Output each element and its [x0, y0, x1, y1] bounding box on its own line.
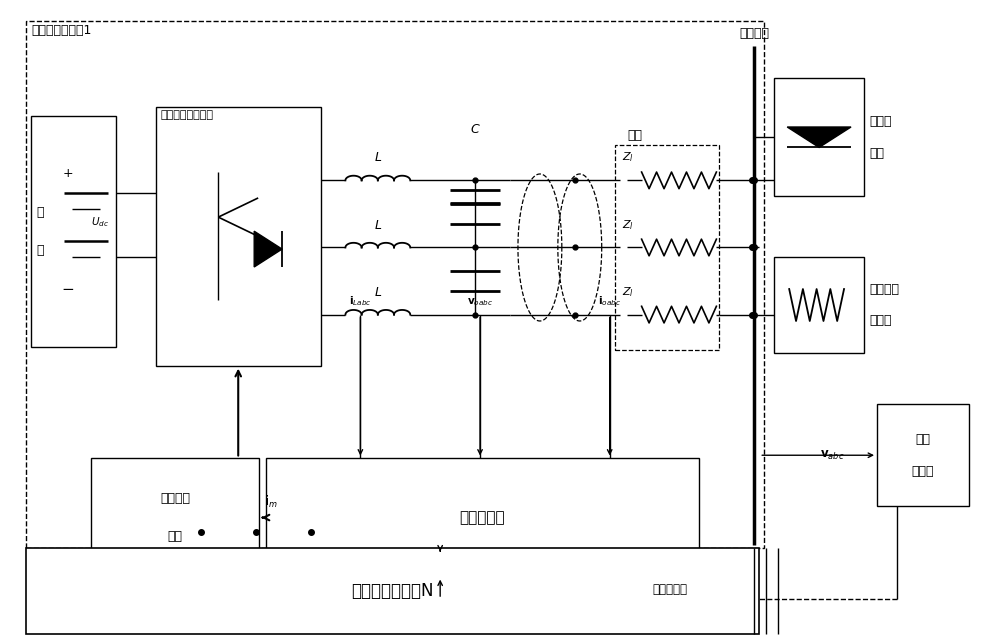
Text: 电路: 电路	[167, 530, 182, 543]
Text: 微: 微	[36, 206, 44, 219]
Polygon shape	[254, 231, 282, 267]
Bar	[26, 21, 764, 548]
Text: $\mathbf{i}_m$: $\mathbf{i}_m$	[264, 494, 277, 510]
Text: 负载: 负载	[869, 147, 884, 160]
Text: 分布式发电单元1: 分布式发电单元1	[31, 24, 92, 37]
Text: 分布式发电单元N: 分布式发电单元N	[352, 582, 434, 600]
Text: $L$: $L$	[374, 152, 382, 164]
Bar	[615, 145, 719, 350]
Text: 馈线: 馈线	[627, 129, 642, 142]
Text: $Z_l$: $Z_l$	[622, 151, 634, 164]
Bar	[877, 404, 969, 507]
Bar	[31, 116, 116, 347]
Bar	[156, 107, 320, 366]
Text: $\mathbf{v}_{oabc}$: $\mathbf{v}_{oabc}$	[467, 297, 493, 308]
Text: $\mathbf{v}_{abc}$: $\mathbf{v}_{abc}$	[820, 449, 844, 462]
Text: $L$: $L$	[374, 286, 382, 299]
Bar	[91, 458, 259, 577]
Text: 低带宽通信: 低带宽通信	[652, 583, 687, 596]
Text: $U_{dc}$: $U_{dc}$	[91, 215, 109, 229]
Bar	[774, 257, 864, 353]
Text: 三相不平: 三相不平	[869, 282, 899, 295]
Text: −: −	[62, 282, 75, 297]
Text: 本地控制器: 本地控制器	[460, 510, 505, 525]
Polygon shape	[787, 127, 851, 148]
Text: $Z_l$: $Z_l$	[622, 218, 634, 232]
Bar	[266, 458, 699, 577]
Text: 衡负载: 衡负载	[869, 315, 891, 327]
Bar	[26, 548, 759, 634]
Text: 非线性: 非线性	[869, 115, 891, 128]
Text: $\mathbf{i}_{Labc}$: $\mathbf{i}_{Labc}$	[349, 295, 372, 308]
Text: 源: 源	[36, 244, 44, 257]
Text: $\mathbf{i}_{oabc}$: $\mathbf{i}_{oabc}$	[598, 295, 621, 308]
Text: $C$: $C$	[470, 123, 480, 135]
Text: 集中: 集中	[915, 433, 930, 446]
Text: 驱动保护: 驱动保护	[160, 492, 190, 505]
Text: 三相全桥逆变电路: 三相全桥逆变电路	[161, 110, 214, 120]
Text: $Z_l$: $Z_l$	[622, 285, 634, 299]
Text: 公共母线: 公共母线	[739, 27, 769, 40]
Bar	[774, 78, 864, 196]
Text: 控制器: 控制器	[912, 465, 934, 478]
Text: +: +	[63, 168, 74, 180]
Text: $L$: $L$	[374, 218, 382, 232]
